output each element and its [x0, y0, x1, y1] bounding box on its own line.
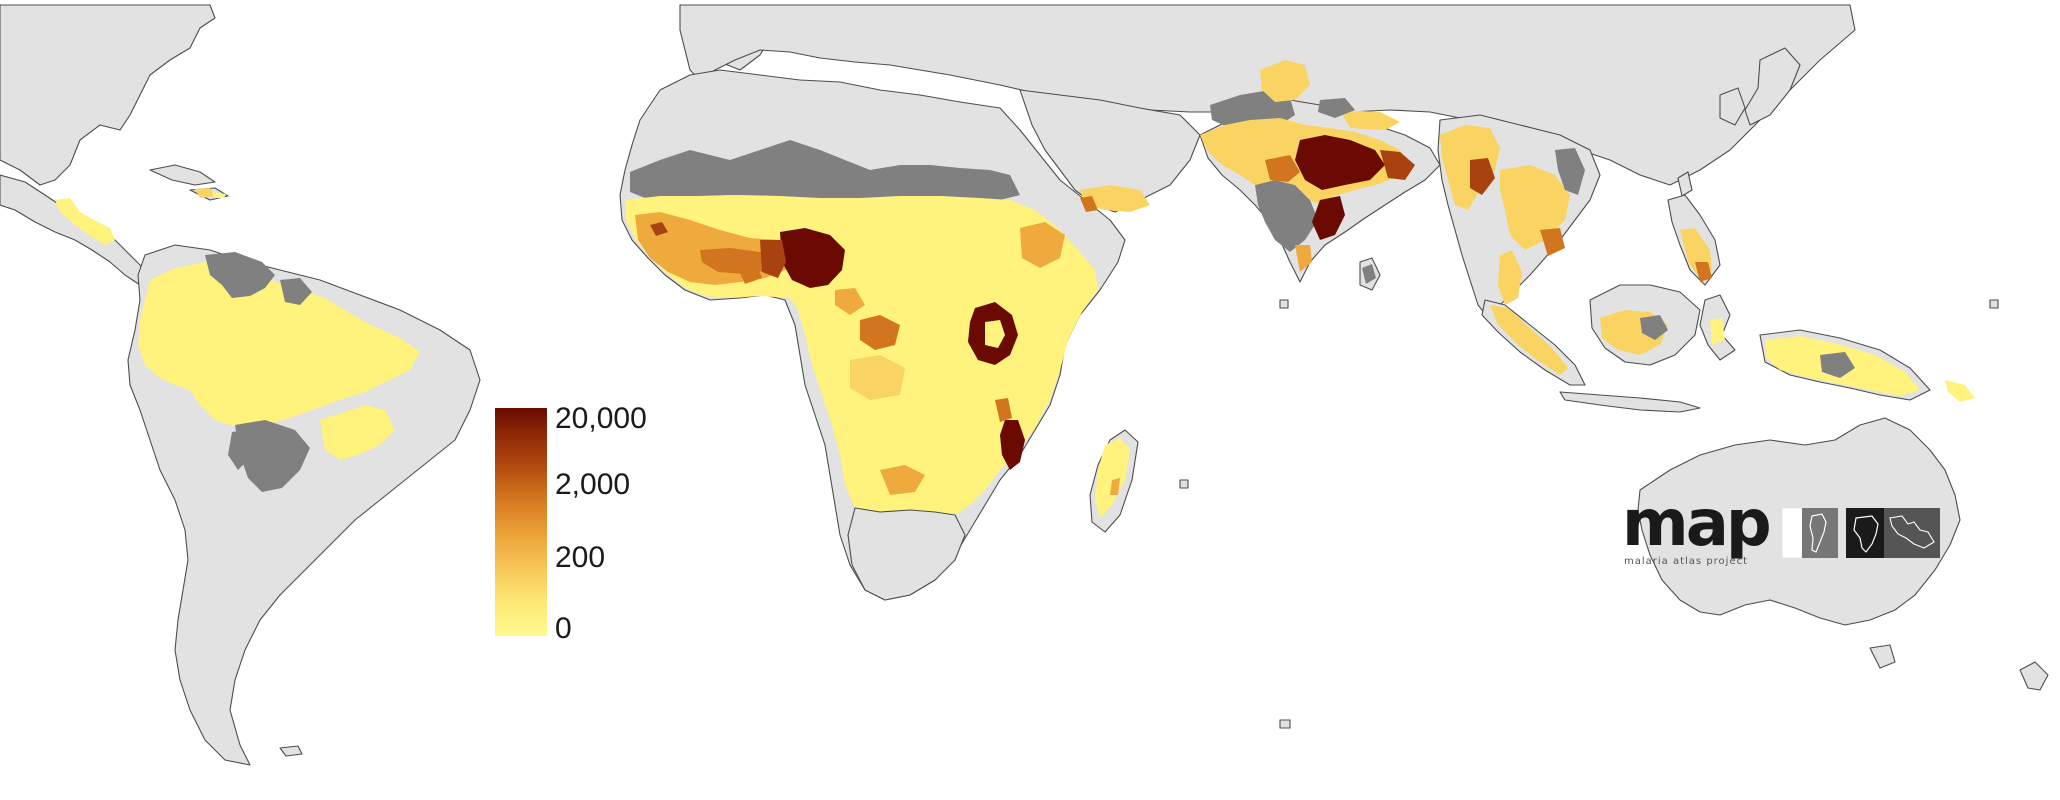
cambodia-risk — [1540, 228, 1565, 256]
central-india-high-risk — [1295, 135, 1385, 190]
central-america-land — [0, 174, 151, 286]
south-america — [127, 244, 481, 766]
guiana-nodata — [205, 252, 275, 298]
hispaniola-risk — [195, 188, 216, 198]
malawi-risk — [995, 398, 1012, 422]
central-africa-risk-2 — [835, 288, 865, 315]
logo-americas-tile-icon — [1782, 508, 1838, 558]
myanmar-high-risk — [1470, 158, 1495, 195]
caribbean-risk-2 — [212, 192, 226, 198]
himalaya-risk — [1260, 60, 1310, 102]
south-asia — [1199, 60, 1441, 291]
nepal-risk — [1340, 110, 1400, 130]
east-africa-risk — [1020, 222, 1065, 268]
nigeria-high-risk — [780, 228, 845, 288]
tasmania-land — [1869, 644, 1896, 669]
falklands-land — [279, 745, 303, 757]
malaria-atlas-project-logo: map malaria atlas project — [1622, 492, 1940, 570]
solomons-risk — [1945, 380, 1975, 402]
arabia-land — [1019, 89, 1201, 213]
yemen-risk-3 — [1080, 196, 1098, 212]
amazon-risk — [138, 262, 420, 428]
island-2 — [1179, 479, 1189, 489]
korea-land — [1719, 87, 1746, 126]
angola-risk — [850, 355, 905, 400]
java-land — [1559, 391, 1701, 413]
legend-color-bar — [495, 408, 547, 636]
japan-land — [1744, 47, 1801, 126]
island-4 — [1989, 299, 1999, 309]
madagascar-risk — [1095, 438, 1130, 518]
amazon-east-risk — [320, 405, 395, 460]
nepal-nodata — [1318, 98, 1355, 118]
borneo-nodata — [1640, 315, 1668, 340]
central-america-risk — [55, 198, 115, 245]
mozambique-high-risk — [1000, 420, 1025, 470]
island-3 — [1279, 719, 1291, 729]
cuba-land — [149, 164, 216, 186]
legend-label-mid: 200 — [555, 541, 606, 574]
bolivia-nodata — [235, 420, 310, 492]
island-1 — [1279, 299, 1289, 309]
legend-label-max: 20,000 — [555, 402, 647, 435]
africa — [619, 69, 1201, 601]
central-africa-risk — [860, 315, 900, 350]
sri-lanka-nodata — [1362, 264, 1376, 284]
logo-wordmark: map — [1622, 487, 1772, 561]
legend-label-high: 2,000 — [555, 468, 631, 501]
madagascar-risk-2 — [1110, 478, 1120, 495]
odisha-high-risk — [1312, 196, 1345, 240]
ghana-risk — [735, 260, 762, 284]
vietnam-nodata — [1555, 148, 1585, 195]
india-south-risk — [1295, 245, 1312, 272]
andes-nodata — [228, 430, 248, 470]
logo-asia-pacific-tile-icon — [1884, 508, 1940, 558]
legend-label-min: 0 — [555, 612, 572, 645]
sumatra-risk — [1490, 305, 1568, 375]
sahel-dots-risk — [650, 222, 668, 236]
islands — [1179, 299, 1999, 729]
eastern-india-risk — [1380, 150, 1415, 180]
new-guinea-nodata — [1820, 352, 1855, 378]
southeast-asia — [1437, 114, 1975, 413]
yemen-risk — [1080, 185, 1150, 212]
sulawesi-risk — [1710, 318, 1725, 345]
west-africa-risk-3 — [700, 248, 780, 274]
lake-victoria-center — [985, 320, 1005, 348]
india-nodata — [1255, 180, 1318, 252]
logo-subtitle: malaria atlas project — [1624, 556, 1749, 567]
southern-africa-land — [847, 507, 966, 601]
logo-africa-tile-icon — [1846, 508, 1886, 558]
malay-peninsula-risk — [1498, 250, 1522, 305]
india-west-risk — [1265, 155, 1300, 182]
taiwan-land — [1677, 171, 1693, 197]
north-america-land — [0, 4, 216, 186]
nigeria-risk-4 — [760, 240, 786, 278]
south-africa-risk — [880, 465, 925, 495]
mindanao-risk — [1695, 262, 1712, 282]
sahel-nodata — [630, 140, 1020, 200]
new-zealand-land — [2019, 661, 2049, 691]
legend: 20,000 2,000 200 0 — [495, 404, 675, 644]
guiana-nodata-2 — [280, 278, 312, 305]
